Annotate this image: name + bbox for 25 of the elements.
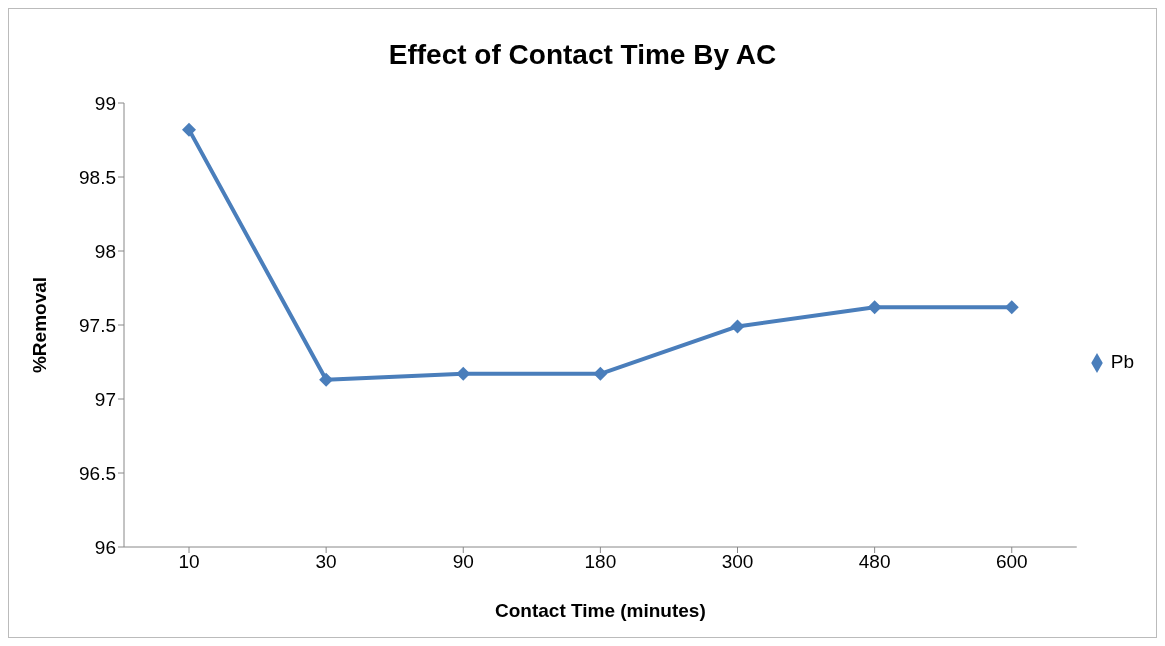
y-tick-label: 96 [94, 536, 116, 558]
x-tick-label: 300 [721, 551, 754, 573]
x-axis-title: Contact Time (minutes) [494, 600, 706, 621]
chart-title: Effect of Contact Time By AC [387, 38, 778, 72]
x-tick-label: 600 [995, 551, 1028, 573]
y-tick-label: 99 [94, 92, 116, 114]
x-tick-label: 480 [858, 551, 891, 573]
y-tick-label: 97 [94, 388, 116, 410]
point [730, 319, 745, 334]
point [456, 366, 471, 381]
point [593, 366, 608, 381]
x-tick-label: 30 [315, 551, 337, 573]
point [1004, 300, 1019, 315]
y-tick-label: 98 [94, 240, 116, 262]
point [319, 372, 334, 387]
y-tick-label: 96.5 [79, 462, 116, 484]
point [182, 122, 196, 137]
x-tick-label: 10 [178, 551, 200, 573]
point [867, 300, 882, 315]
y-tick-label: 98.5 [79, 166, 116, 188]
legend-label: Pb [1110, 351, 1134, 372]
x-tick-label: 180 [584, 551, 617, 573]
y-tick-label: 97.5 [79, 314, 116, 336]
x-tick-label: 90 [452, 551, 474, 573]
y-axis-title: %Removal [28, 276, 50, 374]
